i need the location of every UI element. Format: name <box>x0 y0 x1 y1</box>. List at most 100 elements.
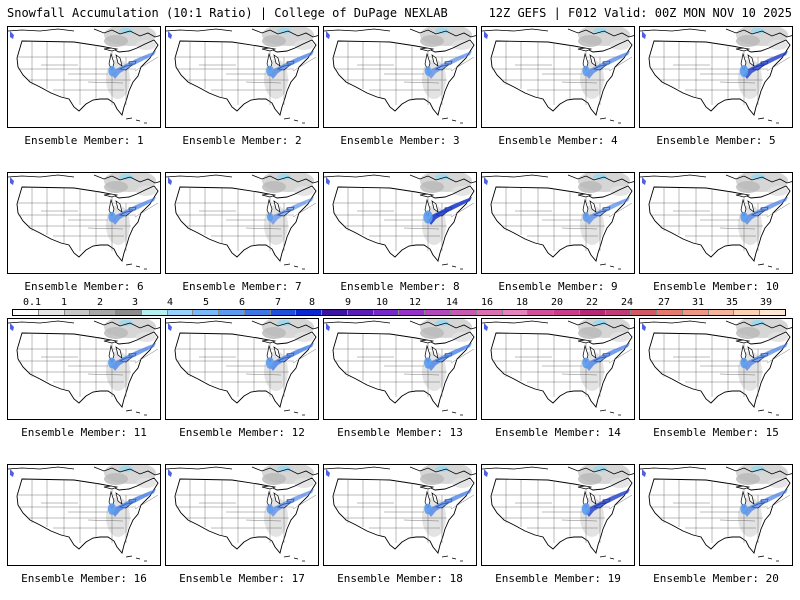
colorbar-tick-label: 12 <box>408 297 422 308</box>
colorbar-tick-label: 0.1 <box>22 297 42 308</box>
colorbar-tick-label: 3 <box>131 297 139 308</box>
colorbar-swatch <box>399 310 426 315</box>
us-outline <box>332 185 475 262</box>
us-outline <box>490 477 633 554</box>
colorbar-swatch <box>167 310 194 315</box>
map-panel-member-16 <box>7 464 161 566</box>
colorbar-swatch <box>141 310 168 315</box>
colorbar-swatch <box>270 310 297 315</box>
snow-band <box>744 343 788 371</box>
snowfall-map <box>482 465 634 562</box>
us-outline <box>648 331 791 408</box>
colorbar-swatch <box>64 310 91 315</box>
colorbar-swatch <box>296 310 323 315</box>
colorbar-swatch <box>425 310 452 315</box>
map-panel-member-10 <box>639 172 793 274</box>
colorbar-swatch <box>476 310 503 315</box>
colorbar-swatch <box>734 310 761 315</box>
snowfall-map <box>482 173 634 270</box>
snow-band <box>744 489 788 517</box>
ensemble-member-label: Ensemble Member: 12 <box>179 426 305 439</box>
snowfall-map <box>482 319 634 416</box>
snow-band <box>428 343 472 371</box>
colorbar-swatch <box>657 310 683 315</box>
map-panel-member-4 <box>481 26 635 128</box>
snow-band <box>586 197 630 225</box>
colorbar-legend: 0.1 1 2 3 4 5 6 7 8 9 10 12 14 16 18 20 22 24 27 31 35 39 <box>12 297 786 319</box>
us-outline <box>16 39 159 116</box>
snowfall-map <box>482 27 634 124</box>
colorbar-tick-label: 6 <box>238 297 246 308</box>
ensemble-member-label: Ensemble Member: 11 <box>21 426 147 439</box>
colorbar-tick-label: 31 <box>691 297 705 308</box>
snow-band <box>270 51 314 79</box>
chart-title: Snowfall Accumulation (10:1 Ratio) | Col… <box>7 6 448 20</box>
snowfall-map <box>640 173 792 270</box>
colorbar-swatch <box>605 310 632 315</box>
us-outline <box>648 39 791 116</box>
colorbar-swatch <box>373 310 400 315</box>
colorbar-tick-label: 10 <box>375 297 389 308</box>
ensemble-member-label: Ensemble Member: 17 <box>179 572 305 585</box>
colorbar-tick-label: 22 <box>585 297 599 308</box>
snowfall-map <box>324 465 476 562</box>
ensemble-member-label: Ensemble Member: 18 <box>337 572 463 585</box>
colorbar-swatch <box>193 310 220 315</box>
colorbar-swatch <box>219 310 245 315</box>
map-panel-member-17 <box>165 464 319 566</box>
ensemble-member-label: Ensemble Member: 20 <box>653 572 779 585</box>
map-panel-member-13 <box>323 318 477 420</box>
colorbar-swatch <box>502 310 529 315</box>
colorbar-swatch <box>760 310 785 315</box>
colorbar-swatch <box>322 310 348 315</box>
snowfall-map <box>8 319 160 416</box>
ensemble-member-label: Ensemble Member: 7 <box>182 280 302 293</box>
colorbar-tick-label: 18 <box>515 297 529 308</box>
colorbar-tick-label: 14 <box>445 297 459 308</box>
colorbar-swatch <box>631 310 658 315</box>
us-outline <box>332 477 475 554</box>
snowfall-map <box>640 27 792 124</box>
us-outline <box>332 39 475 116</box>
colorbar-swatch <box>682 310 709 315</box>
map-panel-member-12 <box>165 318 319 420</box>
ensemble-member-label: Ensemble Member: 5 <box>656 134 776 147</box>
us-outline <box>174 185 317 262</box>
colorbar-tick-label: 7 <box>274 297 282 308</box>
map-panel-member-5 <box>639 26 793 128</box>
snow-band <box>428 51 472 79</box>
colorbar-swatch <box>579 310 606 315</box>
snowfall-map <box>640 465 792 562</box>
us-outline <box>174 39 317 116</box>
ensemble-member-label: Ensemble Member: 19 <box>495 572 621 585</box>
map-panel-member-11 <box>7 318 161 420</box>
colorbar-tick-label: 2 <box>96 297 104 308</box>
map-panel-member-6 <box>7 172 161 274</box>
snow-band <box>586 51 630 79</box>
model-run-info: 12Z GEFS | F012 Valid: 00Z MON NOV 10 20… <box>488 6 792 20</box>
snowfall-map <box>8 27 160 124</box>
ensemble-member-label: Ensemble Member: 16 <box>21 572 147 585</box>
us-outline <box>174 331 317 408</box>
snowfall-map <box>8 173 160 270</box>
colorbar-tick-label: 5 <box>202 297 210 308</box>
colorbar-swatch <box>90 310 117 315</box>
colorbar-tick-label: 24 <box>620 297 634 308</box>
colorbar-tick-label: 27 <box>657 297 671 308</box>
ensemble-member-label: Ensemble Member: 9 <box>498 280 618 293</box>
map-panel-member-20 <box>639 464 793 566</box>
ensemble-member-label: Ensemble Member: 10 <box>653 280 779 293</box>
ensemble-member-label: Ensemble Member: 14 <box>495 426 621 439</box>
colorbar-swatch <box>116 310 142 315</box>
ensemble-member-label: Ensemble Member: 3 <box>340 134 460 147</box>
map-panel-member-2 <box>165 26 319 128</box>
ensemble-member-label: Ensemble Member: 4 <box>498 134 618 147</box>
colorbar-swatch <box>244 310 271 315</box>
ensemble-member-label: Ensemble Member: 8 <box>340 280 460 293</box>
snow-band <box>586 343 630 371</box>
snow-band <box>744 51 788 79</box>
snow-band <box>270 343 314 371</box>
map-panel-member-14 <box>481 318 635 420</box>
map-panel-member-3 <box>323 26 477 128</box>
map-panel-member-8 <box>323 172 477 274</box>
